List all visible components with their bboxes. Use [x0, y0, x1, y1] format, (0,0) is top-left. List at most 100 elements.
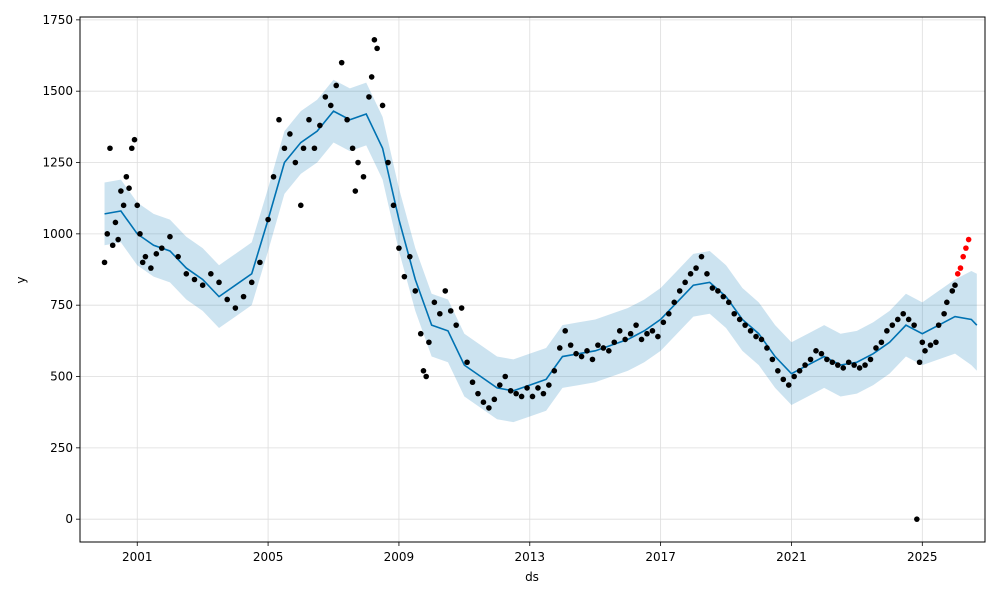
y-tick-label: 1500: [42, 84, 73, 98]
observed-point: [676, 288, 683, 294]
observed-point: [922, 348, 928, 354]
observed-point: [935, 322, 942, 328]
observed-point: [126, 185, 132, 191]
x-tick-label: 2017: [645, 550, 676, 564]
observed-point: [802, 362, 808, 368]
observed-point: [682, 279, 688, 286]
observed-point: [199, 282, 206, 289]
observed-point: [469, 379, 476, 386]
observed-point: [366, 94, 372, 100]
observed-point: [437, 310, 443, 317]
observed-point: [796, 368, 803, 374]
observed-point: [524, 385, 530, 391]
observed-point: [693, 265, 699, 271]
observed-point: [764, 345, 770, 351]
observed-point: [780, 376, 787, 383]
observed-point: [368, 74, 375, 80]
axis-ticks: 2001 2005 2009 2013 2017 2021 2025 0 250 500 750 10…: [42, 13, 937, 564]
observed-point: [546, 382, 552, 388]
observed-point: [949, 288, 956, 294]
uncertainty-band: [104, 79, 977, 423]
observed-point: [396, 245, 402, 251]
observed-point: [914, 516, 920, 522]
observed-point: [851, 362, 857, 368]
observed-point: [423, 373, 429, 380]
observed-point: [385, 159, 391, 166]
observed-point: [306, 116, 312, 123]
observed-point: [442, 288, 449, 294]
observed-point: [417, 330, 424, 337]
observed-point: [401, 273, 408, 280]
observed-point: [698, 253, 705, 260]
observed-point: [747, 328, 754, 334]
observed-point: [758, 336, 765, 343]
observed-point: [775, 368, 781, 374]
observed-point: [513, 390, 519, 397]
observed-point: [431, 299, 438, 306]
observed-point: [627, 330, 634, 337]
observed-points-layer: [101, 37, 958, 522]
x-tick-label: 2009: [384, 550, 415, 564]
observed-point: [281, 145, 288, 152]
observed-point: [208, 270, 214, 277]
observed-point: [660, 319, 667, 326]
y-tick-label: 750: [50, 298, 73, 312]
observed-point: [139, 259, 146, 266]
observed-point: [818, 350, 825, 357]
observed-point: [311, 145, 318, 152]
x-tick-label: 2025: [907, 550, 938, 564]
observed-point: [270, 173, 277, 180]
uncertainty-band-layer: [104, 79, 977, 423]
observed-point: [496, 382, 503, 388]
x-tick-label: 2021: [776, 550, 807, 564]
observed-point: [944, 299, 950, 306]
observed-point: [933, 339, 939, 346]
observed-point: [720, 293, 727, 300]
observed-point: [426, 339, 432, 346]
observed-point: [224, 296, 230, 303]
highlighted-point: [965, 236, 972, 243]
observed-point: [884, 328, 890, 334]
y-tick-label: 500: [50, 370, 73, 384]
observed-point: [600, 345, 607, 351]
observed-point: [769, 356, 776, 363]
observed-point: [573, 350, 579, 357]
observed-point: [120, 202, 127, 209]
grid: [80, 17, 985, 542]
observed-point: [622, 336, 628, 343]
observed-point: [118, 188, 124, 194]
observed-point: [458, 305, 465, 311]
observed-point: [317, 122, 323, 129]
observed-point: [644, 330, 650, 337]
observed-point: [824, 356, 830, 363]
x-tick-label: 2013: [515, 550, 546, 564]
observed-point: [785, 382, 792, 388]
observed-point: [115, 236, 121, 243]
highlighted-point: [957, 265, 964, 271]
observed-point: [578, 353, 585, 360]
observed-point: [167, 233, 173, 240]
y-axis-label: y: [14, 276, 28, 283]
observed-point: [584, 348, 590, 354]
observed-point: [349, 145, 356, 152]
y-tick-label: 1750: [42, 13, 73, 27]
observed-point: [556, 345, 563, 351]
observed-point: [276, 116, 282, 123]
observed-point: [322, 94, 329, 100]
observed-point: [900, 310, 907, 317]
observed-point: [175, 253, 181, 260]
observed-point: [894, 316, 901, 323]
observed-point: [183, 270, 190, 277]
observed-point: [502, 373, 509, 380]
x-tick-label: 2005: [253, 550, 284, 564]
observed-point: [704, 270, 710, 277]
x-axis-label: ds: [525, 570, 539, 584]
observed-point: [379, 102, 386, 109]
observed-point: [352, 188, 359, 194]
observed-point: [535, 385, 541, 391]
observed-point: [137, 231, 143, 237]
observed-point: [374, 45, 380, 52]
observed-point: [878, 339, 885, 346]
observed-point: [611, 339, 618, 346]
x-tick-label: 2001: [122, 550, 153, 564]
